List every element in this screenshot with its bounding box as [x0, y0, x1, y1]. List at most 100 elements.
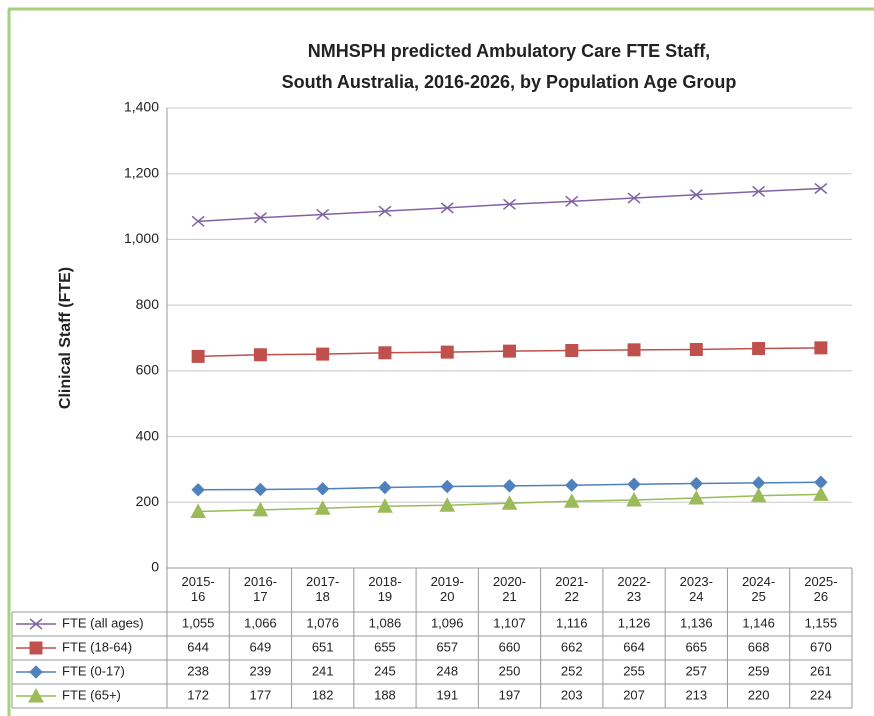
table-value: 252	[561, 663, 583, 678]
marker	[689, 189, 703, 201]
marker	[440, 202, 454, 214]
table-value: 245	[374, 663, 396, 678]
x-tick-cell: 2023-24	[679, 574, 713, 604]
y-axis-label: Clinical Staff (FTE)	[57, 267, 74, 409]
x-tick-label: 2020-21	[492, 574, 527, 604]
marker	[689, 343, 703, 356]
table-value: 1,066	[244, 615, 277, 630]
table-value: 649	[250, 639, 272, 654]
marker	[378, 205, 392, 217]
table-value: 1,116	[556, 615, 588, 630]
marker	[28, 687, 44, 703]
x-tick-cell: 2022-23	[617, 574, 651, 604]
marker	[439, 497, 456, 512]
marker	[29, 618, 43, 630]
y-tick-label: 1,400	[124, 99, 159, 115]
x-tick-cell: 2024-25	[741, 574, 776, 604]
table-value: 188	[374, 687, 396, 702]
marker	[253, 482, 268, 497]
legend-label: FTE (0-17)	[62, 663, 125, 678]
x-tick-label: 2023-24	[679, 574, 713, 604]
table-value: 1,146	[742, 615, 775, 630]
table-value: 172	[187, 687, 209, 702]
table-value: 644	[187, 639, 209, 654]
legend-label: FTE (all ages)	[62, 615, 144, 630]
table-value: 665	[685, 639, 707, 654]
x-tick-label: 2024-25	[741, 574, 776, 604]
marker	[501, 495, 518, 510]
x-tick-label: 2022-23	[617, 574, 651, 604]
table-value: 197	[499, 687, 521, 702]
marker	[191, 483, 205, 497]
chart-title: South Australia, 2016-2026, by Populatio…	[282, 72, 737, 92]
y-tick-label: 1,000	[124, 230, 159, 246]
marker	[627, 192, 641, 204]
marker	[252, 501, 269, 517]
legend-label: FTE (65+)	[62, 687, 121, 702]
table-value: 250	[499, 663, 521, 678]
x-tick-cell: 2025-26	[804, 574, 838, 604]
marker	[378, 480, 392, 495]
x-tick-cell: 2018-19	[368, 574, 401, 604]
x-tick-cell: 2016-17	[243, 574, 278, 604]
marker	[565, 195, 579, 207]
table-value: 220	[748, 687, 770, 702]
table-value: 207	[623, 687, 645, 702]
marker	[440, 479, 454, 494]
table-value: 255	[623, 663, 645, 678]
marker	[29, 641, 43, 655]
marker	[378, 346, 392, 360]
table-value: 203	[561, 687, 583, 702]
table-value: 248	[436, 663, 458, 678]
y-tick-label: 0	[151, 559, 159, 575]
marker	[503, 198, 516, 210]
table-value: 1,055	[182, 615, 215, 630]
marker	[813, 486, 829, 501]
table-value: 1,155	[805, 615, 838, 630]
x-tick-label: 2016-17	[243, 574, 278, 604]
table-value: 670	[810, 639, 832, 654]
marker	[563, 493, 580, 508]
table-value: 241	[312, 663, 334, 678]
marker	[750, 487, 767, 503]
marker	[565, 343, 579, 357]
table-value: 182	[312, 687, 334, 702]
table-value: 213	[685, 687, 707, 702]
table-value: 191	[436, 687, 458, 702]
marker	[316, 208, 330, 221]
marker	[253, 348, 267, 362]
marker	[502, 479, 517, 493]
table-value: 660	[499, 639, 521, 654]
marker	[627, 343, 641, 357]
x-tick-label: 2025-26	[804, 574, 838, 604]
marker	[29, 665, 43, 679]
marker	[191, 215, 205, 227]
marker	[253, 212, 267, 224]
marker	[314, 500, 331, 515]
table-value: 239	[250, 663, 272, 678]
marker	[315, 482, 330, 496]
x-tick-cell: 2019-20	[430, 574, 464, 604]
marker	[377, 498, 393, 513]
table-value: 1,136	[680, 615, 713, 630]
marker	[688, 489, 705, 505]
table-value: 257	[685, 663, 707, 678]
x-tick-cell: 2020-21	[492, 574, 527, 604]
x-tick-label: 2015-16	[181, 574, 215, 604]
marker	[814, 182, 828, 195]
table-value: 259	[748, 663, 770, 678]
marker	[565, 478, 579, 492]
marker	[440, 345, 454, 359]
marker	[190, 503, 206, 518]
y-tick-label: 800	[136, 296, 160, 312]
x-tick-label: 2021-22	[555, 574, 589, 604]
table-value: 657	[436, 639, 458, 654]
x-tick-label: 2019-20	[430, 574, 464, 604]
table-value: 177	[250, 687, 272, 702]
table-value: 1,086	[369, 615, 402, 630]
chart-title: NMHSPH predicted Ambulatory Care FTE Sta…	[308, 41, 710, 61]
marker	[627, 477, 641, 491]
table-value: 662	[561, 639, 583, 654]
marker	[752, 342, 766, 356]
